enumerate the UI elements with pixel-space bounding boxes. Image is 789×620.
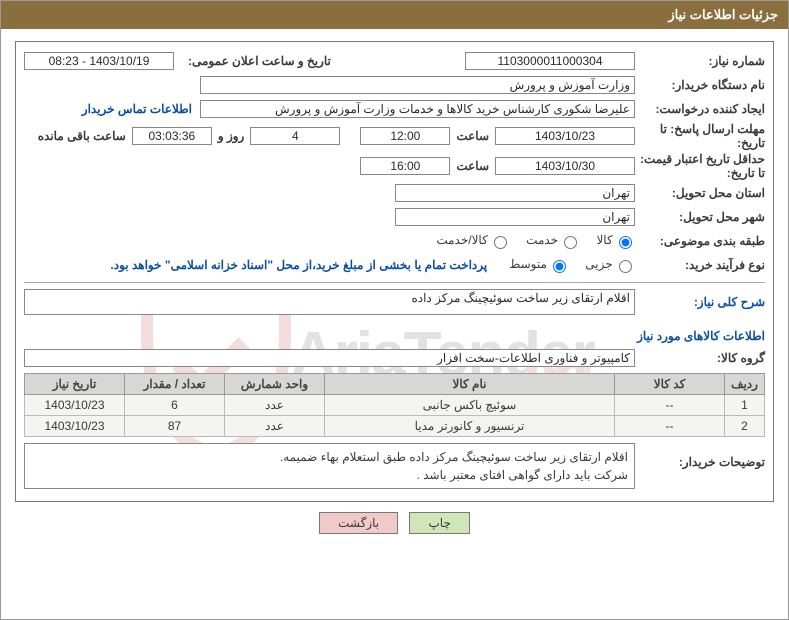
table-row: 1 -- سوئیچ باکس جانبی عدد 6 1403/10/23 (25, 395, 765, 416)
cell-date: 1403/10/23 (25, 395, 125, 416)
category-label: طبقه بندی موضوعی: (635, 234, 765, 248)
buyer-notes-line1: اقلام ارتقای زیر ساخت سوئیچینگ مرکز داده… (31, 448, 628, 466)
buyer-notes-line2: شرکت باید دارای گواهی افتای معتبر باشد . (31, 466, 628, 484)
process-radio-medium[interactable] (553, 260, 566, 273)
delivery-prov-value: تهران (395, 184, 635, 202)
th-date: تاریخ نیاز (25, 374, 125, 395)
category-opt-goods[interactable]: کالا (596, 233, 635, 249)
form-box: شماره نیاز: 1103000011000304 تاریخ و ساع… (15, 41, 774, 502)
items-table: ردیف کد کالا نام کالا واحد شمارش تعداد /… (24, 373, 765, 437)
goods-group-label: گروه کالا: (635, 351, 765, 365)
buyer-contact-link[interactable]: اطلاعات تماس خریدار (82, 102, 200, 116)
payment-note: پرداخت تمام یا بخشی از مبلغ خرید،از محل … (110, 258, 493, 272)
category-radio-both[interactable] (494, 236, 507, 249)
deadline-label: مهلت ارسال پاسخ: تا تاریخ: (635, 122, 765, 150)
need-no-label: شماره نیاز: (635, 54, 765, 68)
deadline-date: 1403/10/23 (495, 127, 635, 145)
goods-group-value: کامپیوتر و فناوری اطلاعات-سخت افزار (24, 349, 635, 367)
page-title: جزئیات اطلاعات نیاز (668, 7, 778, 22)
min-validity-label: حداقل تاریخ اعتبار قیمت: تا تاریخ: (635, 152, 765, 180)
hour-label-2: ساعت (450, 159, 495, 173)
announce-dt-label: تاریخ و ساعت اعلان عمومی: (184, 54, 331, 68)
category-opt-goods-text: کالا (596, 233, 612, 247)
cell-unit: عدد (225, 395, 325, 416)
category-radio-goods[interactable] (619, 236, 632, 249)
category-opt-service-text: خدمت (526, 233, 558, 247)
category-opt-service[interactable]: خدمت (526, 233, 580, 249)
requester-value: علیرضا شکوری کارشناس خرید کالاها و خدمات… (200, 100, 635, 118)
days-left: 4 (250, 127, 340, 145)
cell-code: -- (615, 416, 725, 437)
buyer-org-value: وزارت آموزش و پرورش (200, 76, 635, 94)
th-name: نام کالا (325, 374, 615, 395)
buyer-org-label: نام دستگاه خریدار: (635, 78, 765, 92)
th-code: کد کالا (615, 374, 725, 395)
th-unit: واحد شمارش (225, 374, 325, 395)
remaining-label: ساعت باقی مانده (32, 129, 132, 143)
announce-dt-value: 1403/10/19 - 08:23 (24, 52, 174, 70)
category-opt-both[interactable]: کالا/خدمت (436, 233, 510, 249)
cell-date: 1403/10/23 (25, 416, 125, 437)
cell-qty: 6 (125, 395, 225, 416)
buyer-notes-box: اقلام ارتقای زیر ساخت سوئیچینگ مرکز داده… (24, 443, 635, 489)
cell-code: -- (615, 395, 725, 416)
goods-info-title: اطلاعات کالاهای مورد نیاز (24, 329, 765, 343)
time-left: 03:03:36 (132, 127, 212, 145)
deadline-time: 12:00 (360, 127, 450, 145)
table-row: 2 -- ترنسیور و کانورتر مدیا عدد 87 1403/… (25, 416, 765, 437)
min-validity-date: 1403/10/30 (495, 157, 635, 175)
cell-unit: عدد (225, 416, 325, 437)
process-opt-medium[interactable]: متوسط (509, 257, 569, 273)
button-row: چاپ بازگشت (15, 502, 774, 538)
cell-row: 1 (725, 395, 765, 416)
cell-name: سوئیچ باکس جانبی (325, 395, 615, 416)
category-radio-service[interactable] (564, 236, 577, 249)
process-opt-medium-text: متوسط (509, 257, 547, 271)
category-opt-both-text: کالا/خدمت (436, 233, 487, 247)
window-frame: جزئیات اطلاعات نیاز AriaTender .net شمار… (0, 0, 789, 620)
buyer-notes-label: توضیحات خریدار: (635, 443, 765, 469)
cell-row: 2 (725, 416, 765, 437)
need-desc-label: شرح کلی نیاز: (635, 295, 765, 309)
table-header-row: ردیف کد کالا نام کالا واحد شمارش تعداد /… (25, 374, 765, 395)
print-button[interactable]: چاپ (409, 512, 469, 534)
delivery-city-value: تهران (395, 208, 635, 226)
cell-name: ترنسیور و کانورتر مدیا (325, 416, 615, 437)
process-opt-minor[interactable]: جزیی (585, 257, 635, 273)
page-body: AriaTender .net شماره نیاز: 110300001100… (1, 29, 788, 546)
need-desc-value: اقلام ارتقای زیر ساخت سوئیچینگ مرکز داده (24, 289, 635, 315)
process-radio-minor[interactable] (619, 260, 632, 273)
need-no-value: 1103000011000304 (465, 52, 635, 70)
delivery-prov-label: استان محل تحویل: (635, 186, 765, 200)
back-button[interactable]: بازگشت (319, 512, 398, 534)
process-label: نوع فرآیند خرید: (635, 258, 765, 272)
divider-1 (24, 282, 765, 283)
th-row: ردیف (725, 374, 765, 395)
days-and-label: روز و (212, 129, 251, 143)
cell-qty: 87 (125, 416, 225, 437)
min-validity-time: 16:00 (360, 157, 450, 175)
process-opt-minor-text: جزیی (585, 257, 612, 271)
requester-label: ایجاد کننده درخواست: (635, 102, 765, 116)
th-qty: تعداد / مقدار (125, 374, 225, 395)
title-bar: جزئیات اطلاعات نیاز (1, 1, 788, 29)
delivery-city-label: شهر محل تحویل: (635, 210, 765, 224)
hour-label-1: ساعت (450, 129, 495, 143)
